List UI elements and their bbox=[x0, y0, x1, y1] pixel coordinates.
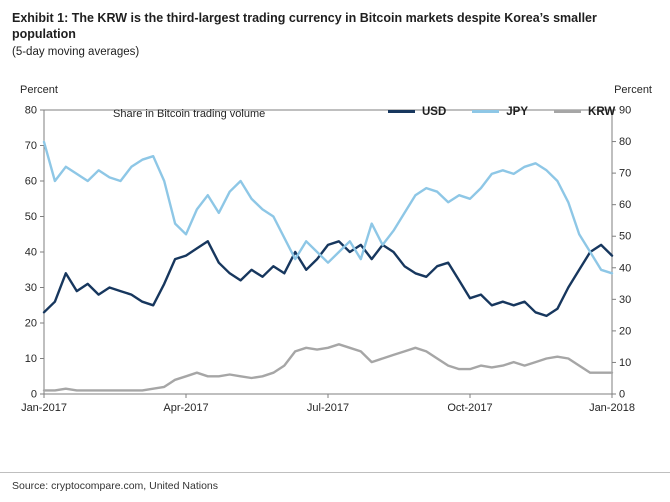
svg-text:90: 90 bbox=[619, 104, 631, 116]
exhibit-header: Exhibit 1: The KRW is the third-largest … bbox=[0, 0, 670, 58]
krw-legend-label: KRW bbox=[588, 105, 616, 118]
exhibit-title: Exhibit 1: The KRW is the third-largest … bbox=[12, 11, 597, 42]
axis-unit-labels: Percent Percent bbox=[0, 84, 670, 98]
exhibit-subtitle: (5-day moving averages) bbox=[12, 45, 140, 58]
svg-text:50: 50 bbox=[25, 211, 37, 223]
legend-item-krw: KRW bbox=[554, 106, 615, 118]
chart-annotation: Share in Bitcoin trading volume bbox=[113, 107, 266, 120]
svg-text:10: 10 bbox=[619, 356, 631, 368]
svg-text:30: 30 bbox=[25, 282, 37, 294]
svg-text:20: 20 bbox=[619, 325, 631, 337]
svg-text:60: 60 bbox=[25, 175, 37, 187]
usd-line-swatch bbox=[388, 110, 415, 113]
svg-text:10: 10 bbox=[25, 353, 37, 365]
jpy-legend-label: JPY bbox=[506, 105, 529, 118]
svg-text:Jul-2017: Jul-2017 bbox=[307, 402, 349, 414]
chart-legend: USD JPY KRW bbox=[388, 106, 615, 118]
chart-area: 0 10 20 30 40 50 60 70 80 0 10 20 30 40 50 60 70 80 90 Jan-… bbox=[0, 98, 670, 420]
svg-text:70: 70 bbox=[619, 167, 631, 179]
usd-legend-label: USD bbox=[422, 105, 447, 118]
svg-text:30: 30 bbox=[619, 293, 631, 305]
source-text: Source: cryptocompare.com, United Nation… bbox=[12, 480, 219, 492]
svg-text:Jan-2017: Jan-2017 bbox=[21, 402, 67, 414]
svg-text:40: 40 bbox=[619, 262, 631, 274]
trading-volume-line-chart: 0 10 20 30 40 50 60 70 80 0 10 20 30 40 50 60 70 80 90 Jan-… bbox=[21, 104, 635, 414]
svg-text:Oct-2017: Oct-2017 bbox=[447, 402, 492, 414]
svg-text:60: 60 bbox=[619, 199, 631, 211]
svg-text:0: 0 bbox=[31, 388, 37, 400]
svg-text:Apr-2017: Apr-2017 bbox=[163, 402, 208, 414]
jpy-line-swatch bbox=[472, 110, 500, 113]
legend-item-jpy: JPY bbox=[472, 106, 528, 118]
svg-text:70: 70 bbox=[25, 140, 37, 152]
svg-text:40: 40 bbox=[25, 246, 37, 258]
svg-text:0: 0 bbox=[619, 388, 625, 400]
svg-text:80: 80 bbox=[619, 136, 631, 148]
svg-text:80: 80 bbox=[25, 104, 37, 116]
svg-text:20: 20 bbox=[25, 317, 37, 329]
krw-line-swatch bbox=[554, 110, 582, 113]
svg-text:50: 50 bbox=[619, 230, 631, 242]
source-footer: Source: cryptocompare.com, United Nation… bbox=[0, 472, 670, 502]
svg-text:Jan-2018: Jan-2018 bbox=[589, 402, 635, 414]
left-axis-unit-label: Percent bbox=[20, 83, 58, 96]
legend-item-usd: USD bbox=[388, 106, 446, 118]
right-axis-unit-label: Percent bbox=[614, 83, 652, 96]
